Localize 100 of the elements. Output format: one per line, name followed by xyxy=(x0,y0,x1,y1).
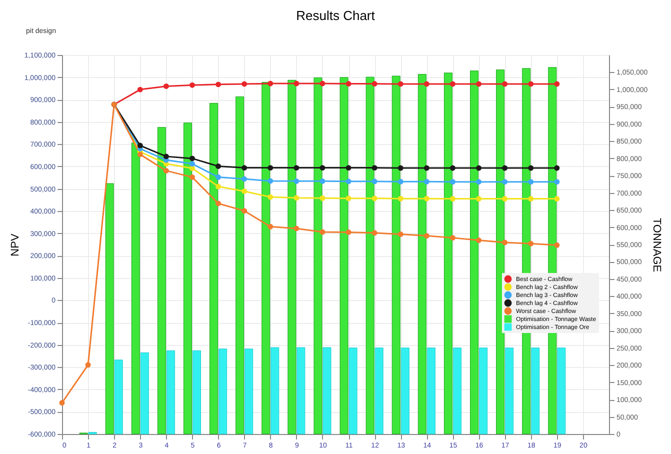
point xyxy=(554,165,560,171)
point xyxy=(294,195,300,201)
point xyxy=(242,188,248,194)
point xyxy=(137,142,143,148)
bar xyxy=(452,348,462,434)
point xyxy=(163,168,169,174)
point xyxy=(424,233,430,239)
bar xyxy=(244,348,254,434)
point xyxy=(242,208,248,214)
point xyxy=(320,80,326,86)
point xyxy=(424,165,430,171)
point xyxy=(320,165,326,171)
bar xyxy=(557,348,566,434)
y-axis-title: NPV xyxy=(9,233,22,256)
bar xyxy=(496,70,505,434)
point xyxy=(268,224,274,230)
point xyxy=(190,166,195,171)
point xyxy=(502,240,508,246)
point xyxy=(554,81,560,87)
point xyxy=(346,178,352,184)
point xyxy=(476,165,482,171)
point xyxy=(346,165,352,171)
point xyxy=(216,82,222,88)
point xyxy=(450,179,456,185)
point xyxy=(59,400,65,406)
point xyxy=(163,83,169,89)
bar xyxy=(340,77,348,434)
point xyxy=(424,178,430,184)
y2-axis-title: TONNAGE xyxy=(650,218,663,272)
bar xyxy=(374,348,384,434)
point xyxy=(137,152,143,158)
point xyxy=(346,81,352,86)
bar xyxy=(192,350,201,434)
bar xyxy=(218,348,228,434)
point xyxy=(268,178,274,184)
point xyxy=(346,230,352,235)
point xyxy=(398,178,404,184)
point xyxy=(528,179,534,185)
bar xyxy=(400,348,410,434)
bar xyxy=(322,347,332,434)
point xyxy=(216,184,222,190)
bar xyxy=(392,76,400,434)
point xyxy=(502,179,508,185)
point xyxy=(320,229,326,235)
bar xyxy=(296,347,306,434)
bar xyxy=(157,127,166,434)
point xyxy=(190,174,195,180)
point xyxy=(502,165,508,171)
point xyxy=(294,165,300,171)
point xyxy=(528,196,534,202)
point xyxy=(190,156,195,162)
bar xyxy=(426,348,436,434)
point xyxy=(476,179,482,185)
point xyxy=(476,196,482,202)
bar xyxy=(262,82,270,434)
bar xyxy=(210,102,218,434)
bar xyxy=(348,348,358,434)
point xyxy=(242,165,248,171)
point xyxy=(216,174,222,180)
point xyxy=(450,81,456,87)
bar xyxy=(166,350,175,434)
point xyxy=(294,80,300,86)
point xyxy=(502,196,508,202)
point xyxy=(528,240,534,246)
point xyxy=(294,226,300,232)
bar xyxy=(140,352,149,434)
point xyxy=(268,194,274,200)
point xyxy=(294,178,300,184)
bar xyxy=(288,80,296,434)
bar xyxy=(270,347,280,434)
bar xyxy=(114,360,123,434)
bar xyxy=(531,348,540,434)
point xyxy=(528,165,534,171)
point xyxy=(424,196,430,202)
bar xyxy=(183,122,192,434)
bar xyxy=(314,77,322,434)
point xyxy=(372,230,378,236)
bar xyxy=(418,74,426,434)
bar xyxy=(505,348,514,434)
point xyxy=(450,196,456,202)
point xyxy=(216,164,222,169)
point xyxy=(190,82,195,88)
point xyxy=(424,81,430,87)
bar xyxy=(479,348,488,434)
point xyxy=(216,200,222,206)
point xyxy=(372,165,378,171)
point xyxy=(554,242,560,248)
bar xyxy=(444,72,452,434)
point xyxy=(242,81,248,87)
bar xyxy=(131,142,140,434)
point xyxy=(346,196,352,202)
point xyxy=(554,179,560,185)
point xyxy=(190,161,195,167)
bar xyxy=(470,70,479,434)
point xyxy=(476,81,482,87)
point xyxy=(268,165,274,171)
point xyxy=(398,196,404,202)
bar xyxy=(366,76,374,434)
chart-title: Results Chart xyxy=(296,8,376,23)
point xyxy=(372,196,378,202)
